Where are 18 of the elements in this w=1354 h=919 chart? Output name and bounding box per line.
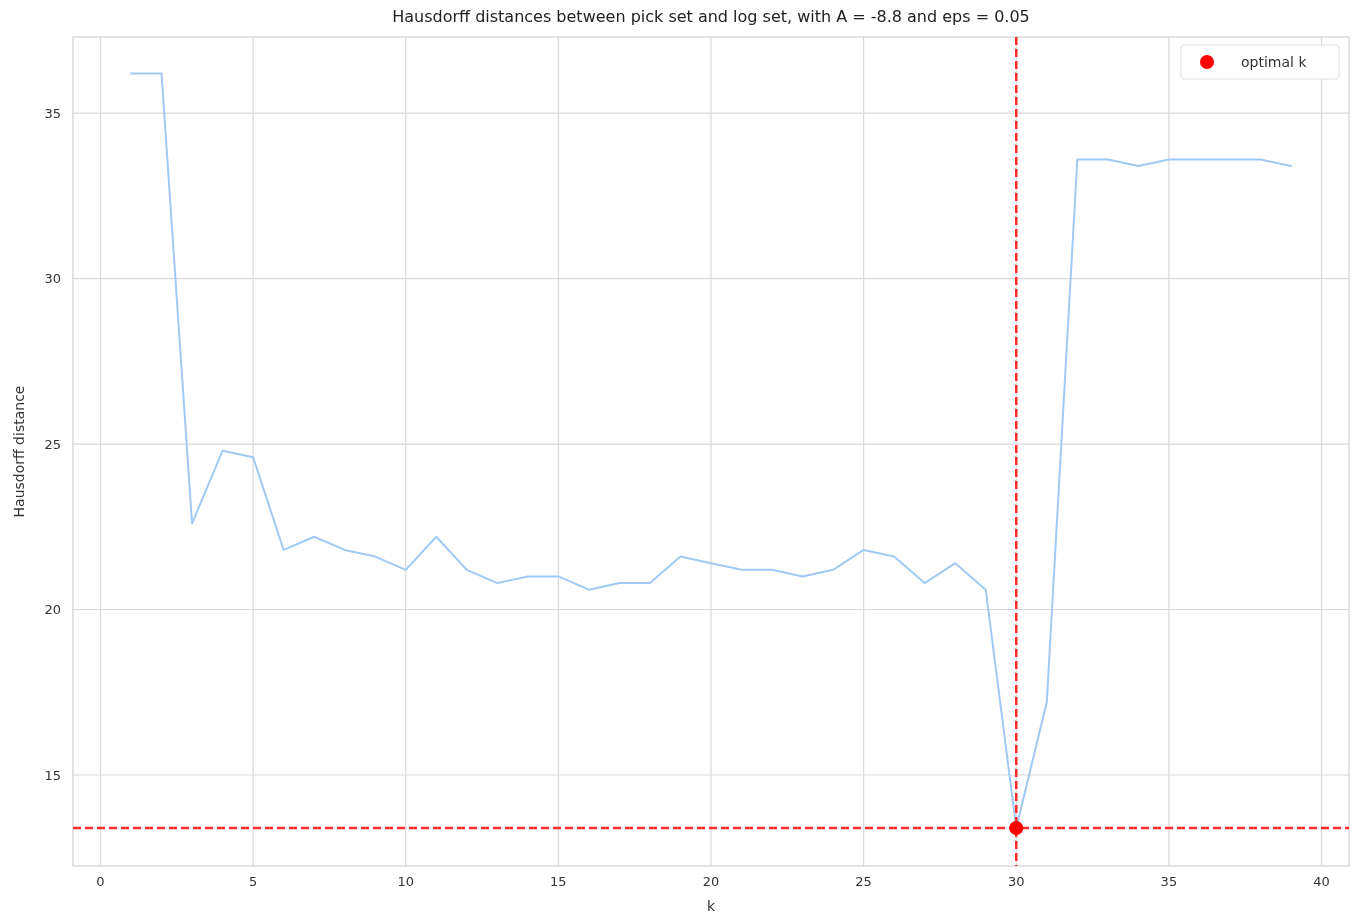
x-tick-label: 30: [1007, 874, 1025, 889]
x-tick-label: 25: [855, 874, 872, 889]
x-tick-label: 35: [1160, 874, 1178, 889]
x-tick-label: 40: [1313, 874, 1330, 889]
x-tick-label: 20: [702, 874, 720, 889]
y-tick-label: 35: [44, 105, 61, 121]
x-tick-label: 10: [397, 874, 415, 889]
x-axis-title: k: [706, 898, 716, 914]
y-tick-label: 20: [44, 602, 61, 618]
x-tick-label: 5: [248, 874, 258, 889]
x-tick-label: 15: [550, 874, 567, 889]
x-tick-label: 0: [96, 874, 105, 889]
y-axis-title: Hausdorff distance: [11, 385, 27, 518]
chart-title: Hausdorff distances between pick set and log set, with A = -8.8 and eps = 0.05: [392, 7, 1030, 26]
y-tick-label: 30: [44, 271, 61, 287]
legend-label: optimal k: [1241, 53, 1308, 70]
y-tick-label: 25: [44, 436, 61, 452]
y-tick-label: 15: [44, 767, 61, 783]
